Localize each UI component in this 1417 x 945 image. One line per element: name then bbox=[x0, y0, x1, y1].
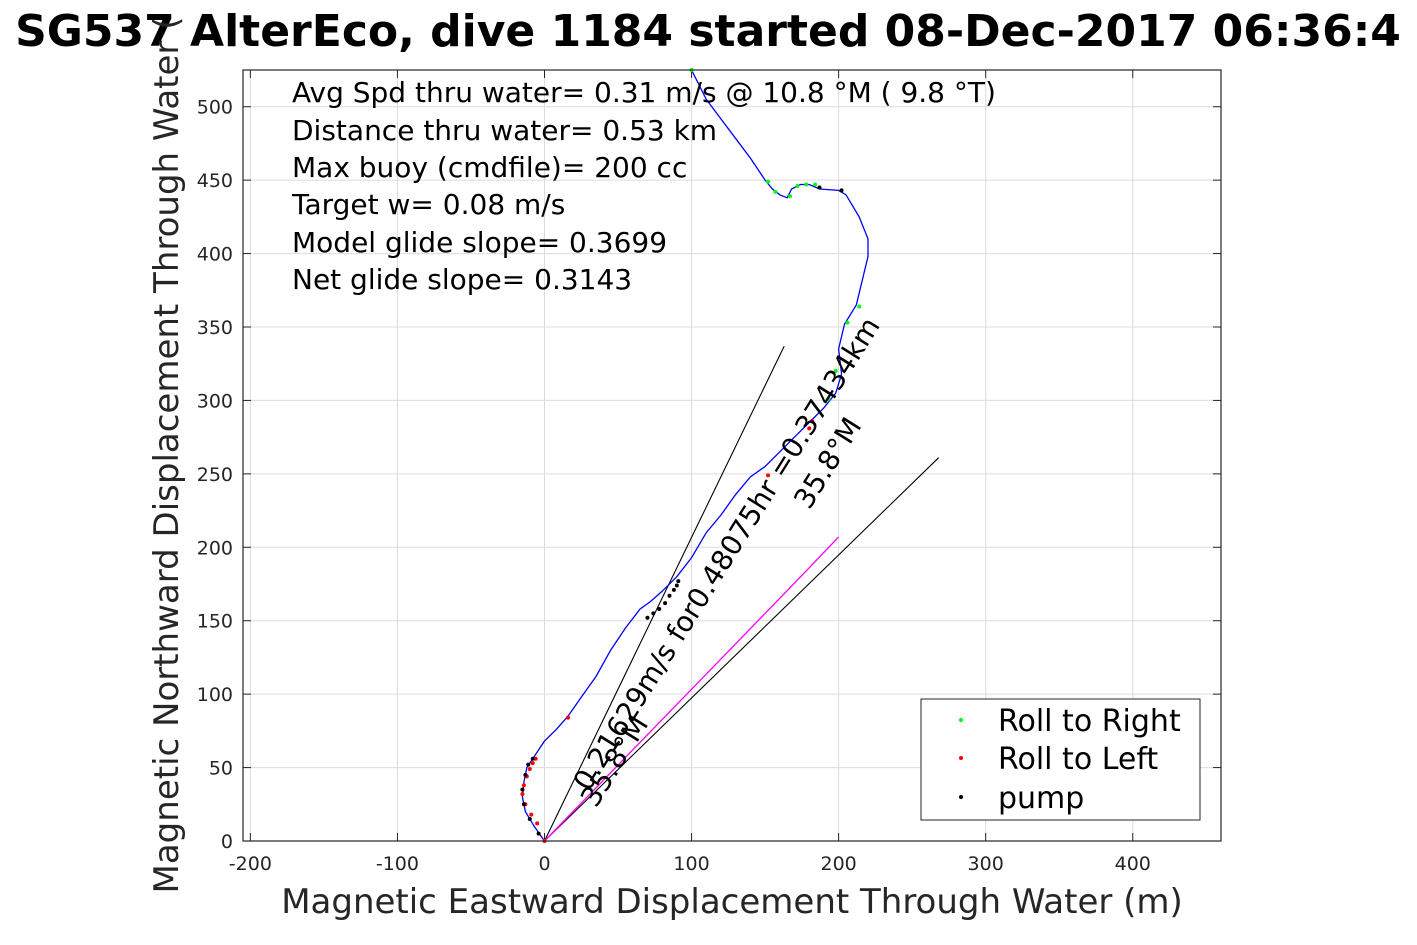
point-roll-to-left bbox=[521, 783, 526, 788]
legend-label-roll-left: Roll to Left bbox=[998, 742, 1158, 777]
y-tick-label: 200 bbox=[197, 537, 233, 559]
reference-line bbox=[544, 457, 940, 842]
stat-net-glide: Net glide slope= 0.3143 bbox=[292, 263, 632, 296]
y-tick-label: 150 bbox=[197, 611, 233, 633]
point-pump bbox=[663, 601, 668, 606]
point-roll-to-right bbox=[813, 182, 818, 187]
stat-model-glide: Model glide slope= 0.3699 bbox=[292, 226, 667, 259]
point-pump bbox=[676, 579, 681, 584]
point-roll-to-right bbox=[833, 369, 838, 374]
plot-frame bbox=[242, 69, 1222, 842]
point-roll-to-right bbox=[857, 304, 862, 309]
point-roll-to-right bbox=[795, 184, 800, 189]
x-tick-label: -200 bbox=[229, 853, 272, 875]
dive-track-line bbox=[521, 69, 869, 842]
legend-marker-roll-right bbox=[959, 718, 963, 722]
data-points bbox=[520, 68, 862, 843]
x-tick-label: 0 bbox=[538, 853, 550, 875]
point-pump bbox=[817, 185, 822, 190]
point-roll-to-right bbox=[804, 182, 809, 187]
y-tick-label: 500 bbox=[197, 97, 233, 119]
y-tick-label: 300 bbox=[197, 390, 233, 412]
legend-label-pump: pump bbox=[998, 781, 1084, 816]
x-axis-ticks: -200 -100 0 100 200 300 400 bbox=[229, 70, 1151, 875]
point-pump bbox=[667, 593, 672, 598]
chart-title: SG537 AlterEco, dive 1184 started 08-Dec… bbox=[15, 6, 1401, 57]
y-tick-label: 350 bbox=[197, 317, 233, 339]
point-roll-to-left bbox=[766, 473, 771, 478]
y-tick-label: 100 bbox=[197, 684, 233, 706]
point-pump bbox=[839, 188, 844, 193]
point-roll-to-right bbox=[773, 189, 778, 194]
point-pump bbox=[527, 816, 532, 821]
reference-line bbox=[543, 345, 785, 842]
x-tick-label: 200 bbox=[820, 853, 856, 875]
point-roll-to-left bbox=[530, 761, 535, 766]
y-tick-label: 0 bbox=[221, 831, 233, 853]
stat-avg-speed: Avg Spd thru water= 0.31 m/s @ 10.8 °M (… bbox=[292, 76, 996, 109]
point-pump bbox=[520, 787, 525, 792]
legend-marker-pump bbox=[959, 795, 963, 799]
x-tick-label: -100 bbox=[376, 853, 419, 875]
point-pump bbox=[536, 831, 541, 836]
point-roll-to-left bbox=[810, 418, 815, 423]
point-pump bbox=[674, 583, 679, 588]
point-roll-to-left bbox=[807, 426, 812, 431]
point-pump bbox=[657, 606, 662, 611]
y-tick-label: 400 bbox=[197, 244, 233, 266]
reference-lines bbox=[543, 345, 940, 842]
point-roll-to-left bbox=[535, 821, 540, 826]
stat-max-buoy: Max buoy (cmdfile)= 200 cc bbox=[292, 151, 687, 184]
legend-label-roll-right: Roll to Right bbox=[998, 704, 1181, 739]
point-pump bbox=[521, 802, 526, 807]
point-pump bbox=[526, 762, 531, 767]
y-tick-label: 50 bbox=[209, 758, 233, 780]
point-pump bbox=[645, 615, 650, 620]
stat-distance: Distance thru water= 0.53 km bbox=[292, 114, 717, 147]
point-roll-to-left bbox=[566, 715, 571, 720]
point-roll-to-left bbox=[533, 756, 538, 761]
legend: Roll to Right Roll to Left pump bbox=[920, 698, 1201, 821]
point-pump bbox=[530, 756, 535, 761]
y-tick-label: 250 bbox=[197, 464, 233, 486]
x-axis-label: Magnetic Eastward Displacement Through W… bbox=[281, 882, 1183, 922]
y-tick-label: 450 bbox=[197, 170, 233, 192]
point-pump bbox=[651, 611, 656, 616]
point-roll-to-right bbox=[845, 320, 850, 325]
stat-target-w: Target w= 0.08 m/s bbox=[291, 188, 565, 221]
point-roll-to-left bbox=[520, 792, 525, 797]
point-roll-to-right bbox=[788, 194, 793, 199]
point-roll-to-right bbox=[766, 179, 771, 184]
point-roll-to-left bbox=[529, 812, 534, 817]
vmd-track-line bbox=[544, 536, 840, 842]
x-tick-label: 100 bbox=[673, 853, 709, 875]
x-tick-label: 300 bbox=[968, 853, 1004, 875]
point-pump bbox=[671, 587, 676, 592]
y-axis-label: Magnetic Northward Displacement Through … bbox=[147, 17, 187, 894]
y-axis-ticks: 0 50 100 150 200 250 300 350 400 450 500 bbox=[197, 97, 1221, 853]
legend-marker-roll-left bbox=[959, 756, 963, 760]
x-tick-label: 400 bbox=[1115, 853, 1151, 875]
stats-text-block: Avg Spd thru water= 0.31 m/s @ 10.8 °M (… bbox=[291, 76, 996, 296]
point-roll-to-left bbox=[527, 767, 532, 772]
point-roll-to-right bbox=[826, 396, 831, 401]
legend-box bbox=[920, 698, 1201, 821]
point-pump bbox=[523, 772, 528, 777]
